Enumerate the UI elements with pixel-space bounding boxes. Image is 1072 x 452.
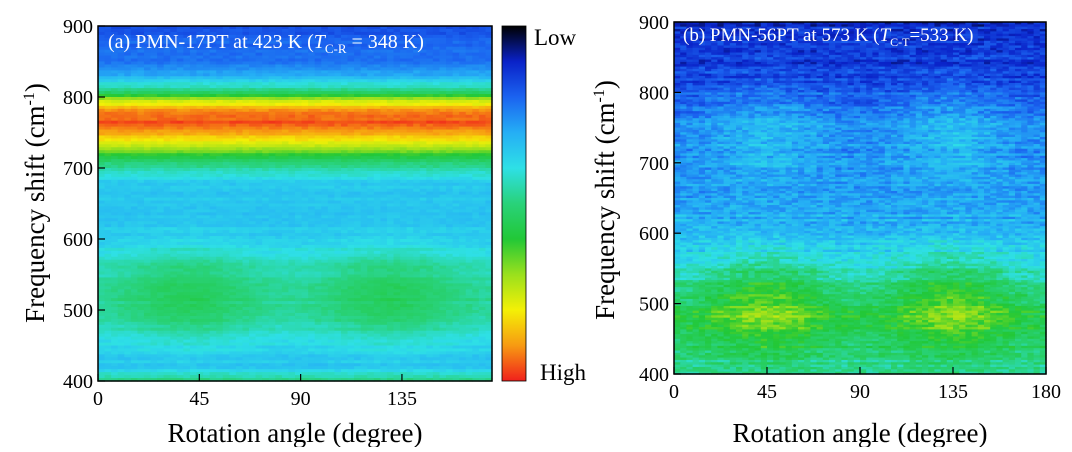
heatmap-a [98, 26, 493, 382]
